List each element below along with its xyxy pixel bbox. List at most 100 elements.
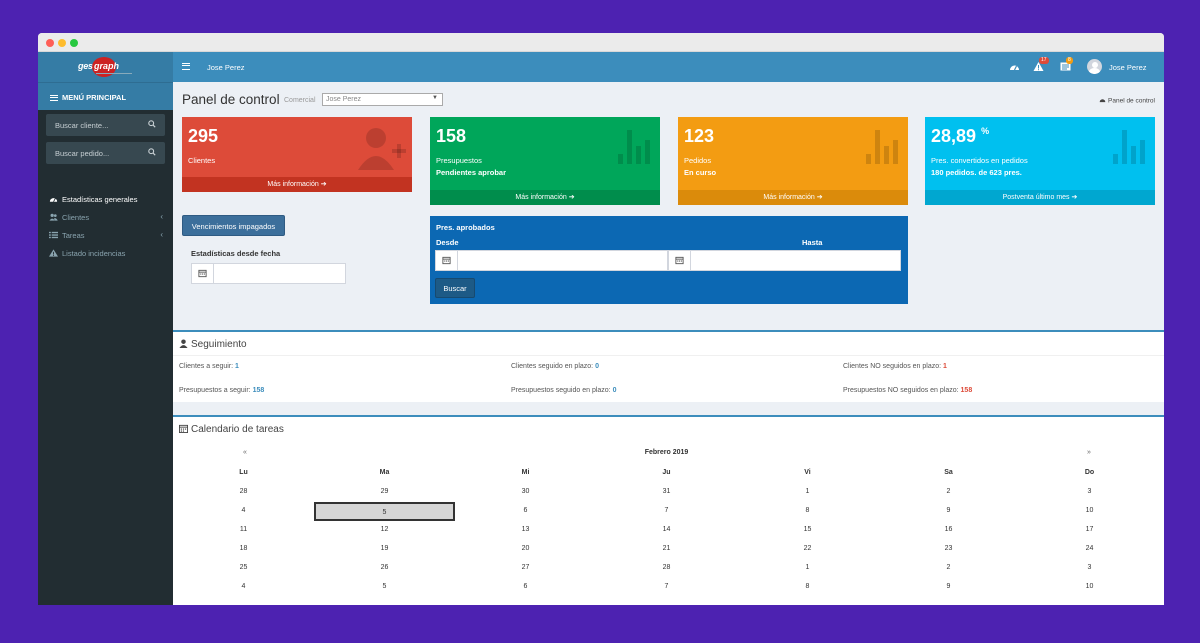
calendar-day[interactable]: 2 <box>946 488 951 495</box>
seguimiento-title: Seguimiento <box>179 339 247 350</box>
sidebar-toggle-icon[interactable] <box>182 63 190 70</box>
calendar-day[interactable]: 23 <box>944 545 953 552</box>
calendar-day[interactable]: 14 <box>662 526 671 533</box>
stats-since-label: Estadísticas desde fecha <box>191 249 281 258</box>
alerts-badge: 17 <box>1039 57 1049 64</box>
calendar-day[interactable]: 10 <box>1085 583 1094 590</box>
calendar-day[interactable]: 28 <box>662 564 671 571</box>
calendar-day[interactable]: 6 <box>523 583 528 590</box>
calendar-day[interactable]: 9 <box>946 583 951 590</box>
user-icon <box>179 339 188 348</box>
calendar-day[interactable]: 26 <box>380 564 389 571</box>
calendar-day[interactable]: 16 <box>944 526 953 533</box>
calendar-day[interactable]: 9 <box>946 507 951 514</box>
calendar-day[interactable]: 11 <box>239 526 248 533</box>
bar-chart-icon <box>1113 130 1149 164</box>
calendar-day[interactable]: 1 <box>805 488 810 495</box>
clientes-more-info-link[interactable]: Más información ➔ <box>182 177 412 192</box>
sidebar-item-tareas[interactable]: Tareas ‹ <box>38 227 173 245</box>
calendar-day[interactable]: 31 <box>662 488 671 495</box>
calendar-day[interactable]: 4 <box>241 583 246 590</box>
presupuestos-seguido-plazo-stat: Presupuestos seguido en plazo: 0 <box>511 387 616 394</box>
stat-value: 0 <box>595 363 599 370</box>
breadcrumb[interactable]: Panel de control <box>1099 97 1155 105</box>
calendar-day[interactable]: 7 <box>664 583 669 590</box>
clientes-a-seguir-stat: Clientes a seguir: 1 <box>179 363 239 370</box>
close-window-button[interactable] <box>46 39 54 47</box>
calendar-day[interactable]: 3 <box>1087 488 1092 495</box>
search-icon[interactable] <box>148 148 156 156</box>
postventa-link[interactable]: Postventa último mes ➔ <box>925 190 1155 205</box>
calendar-day[interactable]: 18 <box>239 545 248 552</box>
calendar-day[interactable]: 27 <box>521 564 530 571</box>
presupuestos-more-info-link[interactable]: Más información ➔ <box>430 190 660 205</box>
buscar-button[interactable]: Buscar <box>435 278 475 298</box>
calendar-day[interactable]: 13 <box>521 526 530 533</box>
maximize-window-button[interactable] <box>70 39 78 47</box>
calendar-day[interactable]: 3 <box>1087 564 1092 571</box>
calendar-day[interactable]: 21 <box>662 545 671 552</box>
calendar-day[interactable]: 22 <box>803 545 812 552</box>
stat-label: Clientes NO seguidos en plazo: <box>843 363 942 370</box>
sidebar-item-clientes[interactable]: Clientes ‹ <box>38 209 173 227</box>
calendar-day[interactable]: 30 <box>521 488 530 495</box>
search-client-input[interactable]: Buscar cliente... <box>46 114 165 136</box>
window-titlebar <box>38 33 1164 52</box>
next-month-button[interactable]: » <box>1087 449 1091 456</box>
search-icon[interactable] <box>148 120 156 128</box>
tasks-icon[interactable] <box>1060 61 1071 72</box>
calendar-day[interactable]: 12 <box>380 526 389 533</box>
calendar-day[interactable]: 6 <box>523 507 528 514</box>
calendar-icon <box>198 264 214 283</box>
calendar-day[interactable]: 19 <box>380 545 389 552</box>
app-logo[interactable]: ges graph <box>38 52 173 82</box>
calendar-day[interactable]: 15 <box>803 526 812 533</box>
search-order-input[interactable]: Buscar pedido... <box>46 142 165 164</box>
caret-down-icon: ▼ <box>432 95 438 101</box>
desde-date-input[interactable] <box>435 250 668 271</box>
stat-label: Presupuestos seguido en plazo: <box>511 387 611 394</box>
calendar-day[interactable]: 17 <box>1085 526 1094 533</box>
comercial-select[interactable]: Jose Perez ▼ <box>322 93 443 106</box>
sidebar-item-estadisticas[interactable]: Estadísticas generales <box>38 191 173 209</box>
prev-month-button[interactable]: « <box>243 449 247 456</box>
vencimientos-button[interactable]: Vencimientos impagados <box>182 215 285 236</box>
user-avatar[interactable] <box>1087 59 1102 74</box>
calendar-month-label[interactable]: Febrero 2019 <box>644 449 689 456</box>
more-info-label: Más información <box>763 194 815 201</box>
hasta-date-input[interactable] <box>668 250 901 271</box>
calendar-day[interactable]: 25 <box>239 564 248 571</box>
user-menu-name[interactable]: Jose Perez <box>1109 63 1147 72</box>
presupuestos-sublabel: Pendientes aprobar <box>436 168 507 177</box>
calendar-day[interactable]: 10 <box>1085 507 1094 514</box>
calendar-day[interactable]: 7 <box>664 507 669 514</box>
calendar-day[interactable]: 8 <box>805 507 810 514</box>
clientes-label: Clientes <box>188 156 216 165</box>
pedidos-more-info-link[interactable]: Más información ➔ <box>678 190 908 205</box>
calendar-day[interactable]: 24 <box>1085 545 1094 552</box>
clientes-seguido-plazo-stat: Clientes seguido en plazo: 0 <box>511 363 599 370</box>
main-menu-header[interactable]: MENÚ PRINCIPAL <box>38 82 173 110</box>
calendar-day[interactable]: 2 <box>946 564 951 571</box>
calendar-week-row: 18 19 20 21 22 23 24 <box>173 540 1160 558</box>
pedidos-label: Pedidos <box>684 156 712 165</box>
calendar-day[interactable]: 8 <box>805 583 810 590</box>
stat-value: 1 <box>235 363 239 370</box>
more-info-label: Más información <box>267 181 319 188</box>
warning-icon[interactable] <box>1033 61 1044 72</box>
calendar-day[interactable]: 29 <box>380 488 389 495</box>
calendar-day[interactable]: 5 <box>382 583 387 590</box>
calendar-day[interactable]: 20 <box>521 545 530 552</box>
sidebar-item-label: Clientes <box>62 213 90 222</box>
calendar-day[interactable]: 1 <box>805 564 810 571</box>
calendar-day[interactable]: 28 <box>239 488 248 495</box>
dashboard-icon[interactable] <box>1009 61 1020 72</box>
stat-label: Presupuestos NO seguidos en plazo: <box>843 387 959 394</box>
sidebar-item-incidencias[interactable]: Listado incidencias <box>38 245 173 263</box>
pedidos-count: 123 <box>684 126 715 146</box>
pedidos-stat-box: 123 Pedidos En curso Más información ➔ <box>678 117 908 205</box>
minimize-window-button[interactable] <box>58 39 66 47</box>
calendar-day-selected[interactable]: 5 <box>314 502 455 521</box>
stats-date-input[interactable] <box>191 263 346 284</box>
calendar-day[interactable]: 4 <box>241 507 246 514</box>
